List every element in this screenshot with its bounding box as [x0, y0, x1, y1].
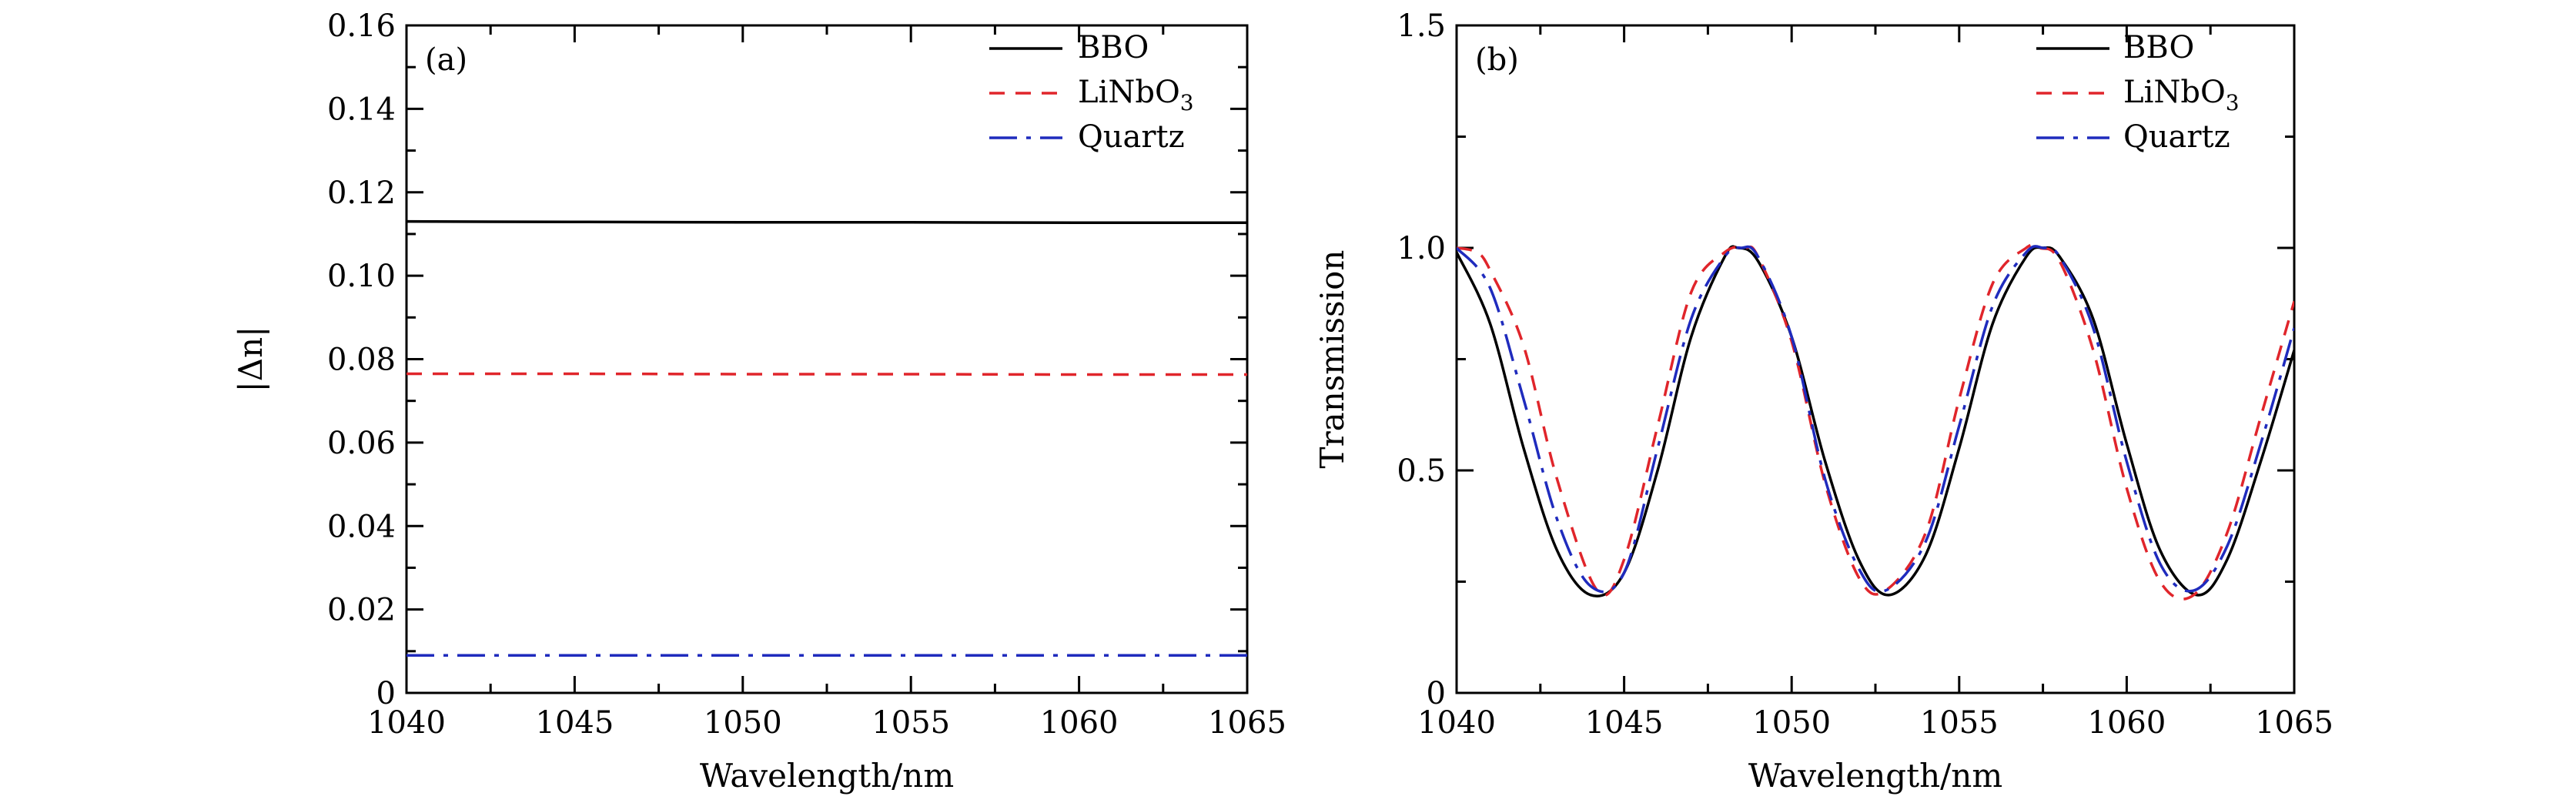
legend-label-subscript: 3 [2226, 90, 2240, 115]
y-axis-title: Transmission [1313, 250, 1351, 469]
x-tick-label: 1065 [1208, 705, 1286, 741]
x-tick-label: 1050 [704, 705, 782, 741]
x-tick-label: 1065 [2255, 705, 2333, 741]
y-tick-label: 0 [376, 676, 396, 711]
series-line-bbo [406, 219, 1247, 225]
legend-label: Quartz [1078, 119, 1185, 155]
x-axis-title: Wavelength/nm [1748, 757, 2002, 795]
x-tick-label: 1040 [367, 705, 446, 741]
x-tick-label: 1060 [2088, 705, 2166, 741]
x-tick-label: 1055 [871, 705, 950, 741]
legend-label: LiNbO3 [2123, 75, 2240, 115]
y-tick-label: 0.16 [327, 8, 396, 44]
series-line-quartz [1457, 245, 2294, 594]
y-tick-label: 0.14 [327, 92, 396, 127]
x-tick-label: 1050 [1752, 705, 1831, 741]
x-tick-label: 1060 [1040, 705, 1119, 741]
panel-b: 1040 1045 1050 1055 1060 1065 0 0.5 1.0 1.5 Wavele… [1313, 8, 2333, 795]
y-tick-label: 0.04 [327, 509, 396, 544]
y-tick-label: 1.0 [1397, 231, 1446, 266]
legend-label: BBO [1078, 30, 1149, 65]
series-line-linbo [1457, 243, 2294, 601]
legend-label: BBO [2123, 30, 2194, 65]
legend-label: LiNbO3 [1078, 75, 1194, 115]
panel-label: (b) [1475, 42, 1519, 78]
panel-label: (a) [425, 42, 467, 78]
panel-a: 1040 1045 1050 1055 1060 1065 0 0.02 0.04 0.06 0.0… [232, 8, 1286, 795]
y-tick-label: 0.06 [327, 426, 396, 461]
y-tick-label: 0.02 [327, 593, 396, 628]
x-axis-title: Wavelength/nm [700, 757, 954, 795]
y-tick-label: 0 [1427, 676, 1446, 711]
x-tick-label: 1045 [536, 705, 614, 741]
x-tick-label: 1040 [1417, 705, 1496, 741]
x-tick-label: 1055 [1920, 705, 1999, 741]
series-line-linbo [406, 372, 1247, 376]
y-tick-label: 1.5 [1397, 8, 1446, 44]
y-axis-title: |Δn| [232, 326, 269, 393]
y-tick-label: 0.10 [327, 259, 396, 294]
x-tick-label: 1045 [1585, 705, 1664, 741]
legend-label-subscript: 3 [1180, 90, 1194, 115]
y-tick-label: 0.5 [1397, 453, 1446, 489]
legend-label: Quartz [2123, 119, 2230, 155]
series-line-bbo [1457, 245, 2294, 597]
y-tick-label: 0.08 [327, 343, 396, 378]
y-tick-label: 0.12 [327, 176, 396, 211]
